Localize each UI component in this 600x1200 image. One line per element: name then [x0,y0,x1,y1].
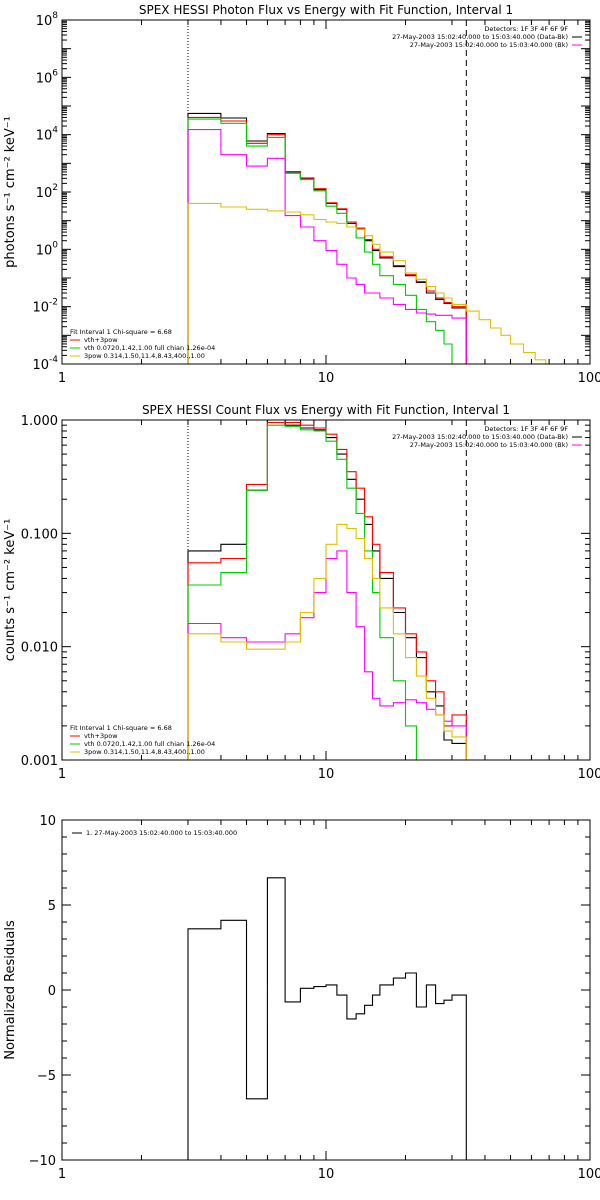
legend-label: 1. 27-May-2003 15:02:40.000 to 15:03:40.… [86,829,237,837]
series-line-3 [187,550,467,760]
plot-frame [61,19,591,365]
y-tick-label: 1.000 [21,414,58,429]
series-line-0 [187,420,467,760]
fit-legend-label: Fit Interval 1 Chi-square = 6.68 [70,724,172,732]
info-line: 27-May-2003 15:02:40.000 to 15:03:40.000… [392,33,568,41]
x-tick-label: 100 [578,371,600,386]
y-tick-label: 108 [36,11,59,29]
series-group [187,112,547,364]
x-tick-label: 100 [578,767,600,782]
chart-title: SPEX HESSI Count Flux vs Energy with Fit… [142,403,510,417]
x-tick-label: 100 [578,1167,600,1182]
y-tick-label: 104 [36,126,59,144]
y-tick-label: 10-2 [32,298,58,316]
series-line-4 [187,202,547,364]
series-line-0 [187,112,467,364]
y-tick-label: 100 [36,240,59,258]
fit-legend-label: vth 0.0720,1.42,1.00 full chian 1.26e-04 [84,344,215,352]
residuals-panel: Normalized Residuals 1 10 100 10 5 0 −5 −10 1. 27… [3,814,600,1182]
y-tick-label: 0.010 [21,641,58,656]
fit-legend-label: 3pow 0.314,1.50,11.4,8.43,400.,1.00 [84,352,205,360]
y-tick-label: −5 [37,1069,56,1084]
fit-legend-label: vth+3pow [84,732,118,740]
y-tick-label: 102 [36,183,58,201]
series-line-1 [187,116,467,364]
series-line-4 [187,523,467,760]
x-tick-label: 1 [58,767,66,782]
fit-legend-label: 3pow 0.314,1.50,11.4,8.43,400.,1.00 [84,748,205,756]
y-axis-label: Normalized Residuals [3,920,18,1060]
x-tick-label: 10 [318,767,335,782]
fit-legend-label: Fit Interval 1 Chi-square = 6.68 [70,328,172,336]
x-tick-label: 10 [318,1167,335,1182]
y-tick-label: 0.100 [21,527,58,542]
series-line-0 [187,877,467,1160]
info-line: 27-May-2003 15:02:40.000 to 15:03:40.000… [392,433,568,441]
chart-title: SPEX HESSI Photon Flux vs Energy with Fi… [139,3,513,17]
y-tick-label: 10 [39,814,56,829]
fit-legend-label: vth+3pow [84,336,118,344]
x-tick-label: 10 [318,371,335,386]
plot-frame [61,419,591,761]
info-line: 27-May-2003 15:02:40.000 to 15:03:40.000… [410,441,568,449]
fit-legend-label: vth 0.0720,1.42,1.00 full chian 1.26e-04 [84,740,215,748]
series-line-2 [187,424,417,760]
series-group [187,420,467,760]
plot-frame [61,819,591,1161]
y-tick-label: −10 [29,1154,56,1169]
x-tick-label: 1 [58,371,66,386]
y-tick-label: 10-4 [32,355,58,373]
series-group [187,877,467,1160]
info-line: Detectors: 1F 3F 4F 6F 9F [484,425,568,433]
info-line: 27-May-2003 15:02:40.000 to 15:03:40.000… [410,41,568,49]
y-tick-label: 5 [48,899,56,914]
series-line-3 [187,129,467,364]
y-tick-label: 106 [36,68,59,86]
info-line: Detectors: 1F 3F 4F 6F 9F [484,25,568,33]
series-line-1 [187,421,467,760]
y-tick-label: 0 [48,984,56,999]
x-tick-label: 1 [58,1167,66,1182]
series-line-2 [187,118,453,364]
y-axis-label: photons s⁻¹ cm⁻² keV⁻¹ [3,116,18,268]
photon-flux-panel: SPEX HESSI Photon Flux vs Energy with Fi… [3,3,600,386]
y-axis-label: counts s⁻¹ cm⁻² keV⁻¹ [3,519,18,662]
count-flux-panel: SPEX HESSI Count Flux vs Energy with Fit… [3,403,600,782]
y-tick-label: 0.001 [21,754,58,769]
